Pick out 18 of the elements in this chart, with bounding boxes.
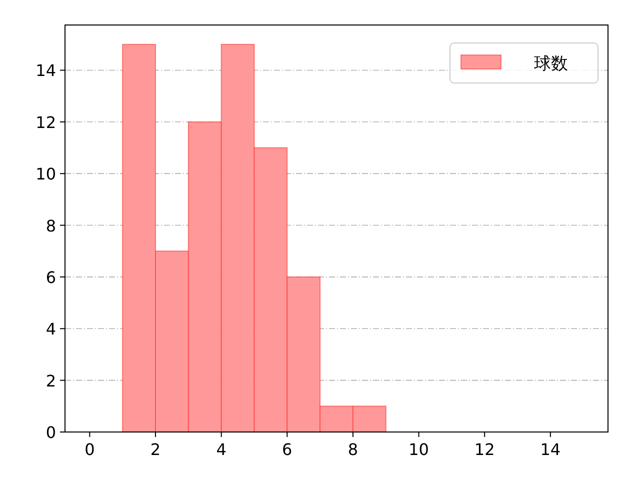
x-tick-label: 14 <box>540 440 561 459</box>
y-tick-label: 8 <box>46 216 56 236</box>
x-tick-label: 12 <box>474 440 495 459</box>
x-tick-label: 0 <box>84 440 95 459</box>
x-tick-label: 8 <box>348 440 358 459</box>
y-tick-label: 12 <box>36 112 56 132</box>
y-tick-label: 2 <box>46 371 56 390</box>
x-tick-label: 2 <box>150 440 161 459</box>
y-tick-label: 14 <box>36 61 56 80</box>
y-tick-label: 10 <box>36 164 56 184</box>
y-tick-label: 6 <box>46 268 56 287</box>
y-tick-label: 4 <box>46 320 56 339</box>
legend-label: 球数 <box>534 54 568 74</box>
x-tick-label: 6 <box>282 440 292 459</box>
legend: 球数 <box>450 42 598 84</box>
x-tick-label: 10 <box>408 440 429 459</box>
x-tick-label: 4 <box>216 440 226 459</box>
y-tick-label: 0 <box>46 423 56 442</box>
